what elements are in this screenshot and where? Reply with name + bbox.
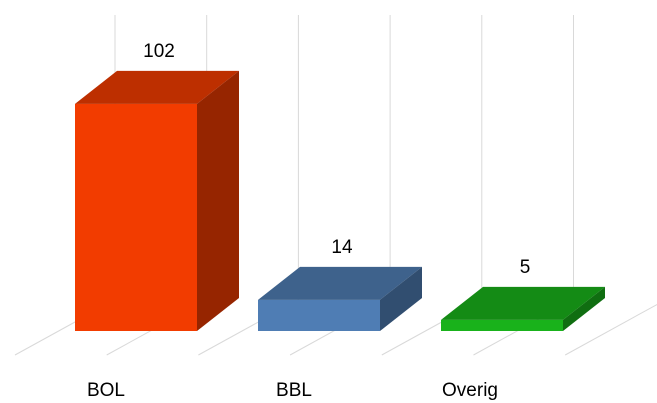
chart-bars: [75, 70, 605, 332]
bar-side-face: [380, 266, 422, 331]
category-label: BOL: [87, 380, 125, 401]
bar-bbl: [258, 266, 422, 331]
bar-side-face: [197, 70, 239, 332]
bar-side-face: [563, 286, 605, 331]
bar-front-face: [258, 299, 380, 331]
data-label: 5: [520, 257, 531, 278]
chart-labels: 102 BOL 14 BBL 5 Overig: [87, 41, 530, 401]
bar-top-face: [258, 266, 422, 300]
bar-front-face: [75, 103, 197, 332]
bar-top-face: [441, 286, 605, 320]
category-label: BBL: [276, 380, 312, 401]
bar-top-face: [75, 70, 239, 104]
data-label: 102: [143, 41, 175, 62]
data-label: 14: [331, 237, 353, 258]
gridline-floor: [564, 303, 657, 356]
bar-overig: [441, 286, 605, 331]
category-label: Overig: [442, 380, 498, 401]
bar-front-face: [441, 319, 563, 331]
bar-bol: [75, 70, 239, 332]
